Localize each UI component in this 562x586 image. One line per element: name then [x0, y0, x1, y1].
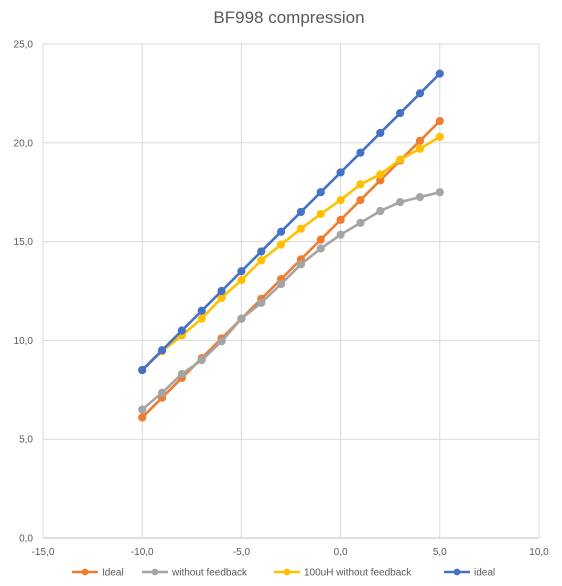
data-point — [237, 267, 246, 276]
data-point — [415, 144, 425, 153]
data-point — [217, 293, 226, 303]
data-point — [296, 207, 306, 217]
data-point — [217, 286, 226, 296]
legend-label: ideal — [474, 568, 495, 579]
legend-label: without feedback — [171, 568, 248, 579]
data-point — [197, 314, 206, 323]
data-point — [415, 193, 425, 202]
data-point — [316, 235, 325, 244]
data-point — [276, 240, 286, 249]
data-point — [237, 276, 246, 285]
data-point — [217, 337, 226, 346]
data-point — [356, 148, 365, 157]
tick-labels: 0,0 5,0 10,0 15,0 20,0 25,0 -15,0 -10,0 -5,0 0,0 5… — [14, 40, 550, 559]
y-tick-label: 10,0 — [14, 336, 34, 347]
data-point — [276, 227, 286, 236]
x-tick-label: -10,0 — [131, 547, 154, 558]
legend-swatch-marker — [283, 568, 291, 576]
data-point — [138, 365, 147, 375]
data-point — [177, 326, 186, 335]
data-point — [316, 188, 325, 197]
data-point — [157, 388, 167, 397]
data-point — [396, 197, 405, 207]
legend-swatch-marker — [453, 568, 461, 576]
data-point — [296, 224, 306, 233]
series-line — [140, 135, 442, 372]
series-layer — [138, 69, 444, 422]
data-point — [376, 206, 385, 216]
series-line — [140, 72, 442, 372]
y-tick-label: 0,0 — [19, 534, 33, 545]
data-point — [257, 247, 266, 256]
series-1 — [138, 188, 444, 414]
data-point — [237, 314, 246, 323]
data-point — [138, 413, 147, 422]
chart-title: BF998 compression — [213, 8, 364, 27]
data-point — [316, 244, 325, 253]
series-2 — [138, 132, 444, 375]
legend-entry: ideal — [444, 568, 495, 579]
data-point — [138, 405, 147, 414]
data-point — [197, 356, 206, 365]
data-point — [356, 218, 365, 227]
data-point — [356, 196, 365, 205]
x-tick-label: 0,0 — [334, 547, 348, 558]
data-point — [316, 209, 325, 219]
data-point — [435, 132, 444, 141]
legend-entry: without feedback — [142, 568, 248, 579]
data-point — [435, 69, 444, 78]
legend-entry: 100uH without feedback — [274, 568, 412, 579]
y-tick-label: 5,0 — [19, 435, 33, 446]
x-tick-label: 10,0 — [529, 547, 549, 558]
data-point — [257, 256, 266, 265]
grid-lines — [42, 43, 540, 539]
legend-label: 100uH without feedback — [304, 568, 412, 579]
data-point — [257, 298, 266, 307]
legend-entry: Ideal — [72, 568, 124, 579]
data-point — [396, 155, 405, 164]
data-point — [356, 180, 365, 189]
legend-swatch-marker — [81, 568, 89, 576]
data-point — [336, 230, 345, 239]
y-tick-label: 15,0 — [14, 237, 34, 248]
data-point — [415, 89, 425, 98]
data-point — [396, 109, 405, 118]
data-point — [336, 215, 345, 224]
data-point — [435, 188, 444, 197]
legend-label: Ideal — [102, 568, 124, 579]
data-point — [376, 170, 385, 179]
series-3 — [138, 69, 444, 375]
data-point — [197, 306, 206, 315]
legend: Ideal without feedback 100uH without feedb… — [72, 568, 495, 579]
legend-swatch-marker — [151, 568, 159, 576]
data-point — [157, 346, 167, 355]
data-point — [415, 136, 425, 145]
series-line — [140, 190, 442, 411]
data-point — [276, 279, 286, 289]
x-tick-label: -15,0 — [32, 547, 55, 558]
data-point — [376, 128, 385, 138]
y-tick-label: 25,0 — [14, 40, 34, 51]
x-tick-label: -5,0 — [233, 547, 251, 558]
data-point — [177, 369, 186, 379]
data-point — [296, 260, 306, 269]
x-tick-label: 5,0 — [433, 547, 447, 558]
data-point — [336, 168, 345, 177]
y-tick-label: 20,0 — [14, 138, 34, 149]
data-point — [336, 196, 345, 205]
series-line — [140, 119, 442, 419]
data-point — [435, 116, 444, 126]
